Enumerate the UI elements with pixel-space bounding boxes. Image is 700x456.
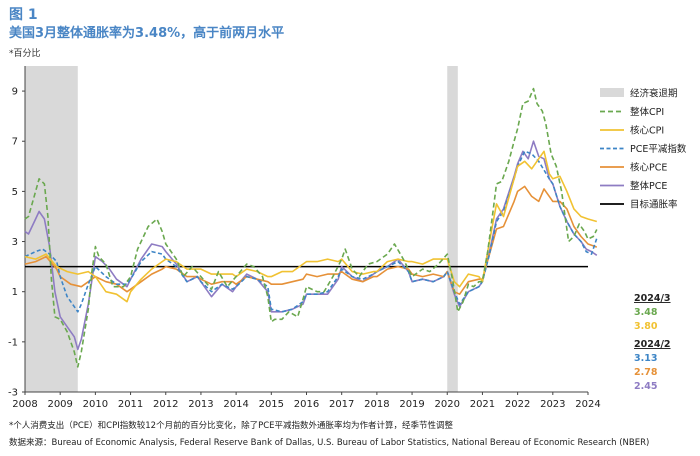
series-line-1 xyxy=(24,87,598,368)
series-line-5 xyxy=(24,140,598,351)
unit-label: *百分比 xyxy=(9,49,41,59)
value-label: 2.45 xyxy=(634,381,657,392)
series-line-2 xyxy=(24,150,598,303)
legend-label: PCE平减指数 xyxy=(630,143,687,155)
x-tick-label: 2014 xyxy=(223,399,248,410)
chart-title: 美国3月整体通胀率为3.48%，高于前两月水平 xyxy=(9,26,285,41)
y-tick-label: -3 xyxy=(8,388,18,399)
value-label: 3.48 xyxy=(634,307,658,318)
value-label: 3.80 xyxy=(634,321,658,332)
x-tick-label: 2010 xyxy=(83,399,108,410)
x-tick-label: 2024 xyxy=(575,399,600,410)
x-tick-label: 2009 xyxy=(47,399,72,410)
x-tick-label: 2008 xyxy=(12,399,37,410)
recession-band-1 xyxy=(25,66,78,392)
legend-label: 目标通胀率 xyxy=(630,199,678,211)
legend-label: 整体PCE xyxy=(630,180,667,192)
y-tick-label: 7 xyxy=(12,137,18,148)
y-tick-label: 9 xyxy=(12,87,18,98)
latest-values: 2024/3 3.48 3.80 2024/2 3.13 2.78 2.45 xyxy=(634,293,671,392)
y-tick-label: 3 xyxy=(12,237,18,248)
data-source: 数据来源：Bureau of Economic Analysis, Federa… xyxy=(9,438,650,448)
x-tick-label: 2013 xyxy=(188,399,213,410)
x-tick-label: 2016 xyxy=(294,399,319,410)
legend-label: 核心CPI xyxy=(630,125,664,137)
x-tick-label: 2011 xyxy=(118,399,143,410)
figure-label: 图 1 xyxy=(9,7,38,23)
x-tick-label: 2017 xyxy=(329,399,354,410)
value-group-label: 2024/2 xyxy=(634,339,671,350)
axes: -3 -1 1 3 5 7 9 2008 2009 2010 2011 2012 2013 2014 201… xyxy=(8,66,601,410)
value-label: 2.78 xyxy=(634,367,658,378)
series-lines xyxy=(24,87,598,368)
series-line-3 xyxy=(24,150,598,313)
inflation-line-chart: -3 -1 1 3 5 7 9 2008 2009 2010 2011 2012 2013 2014 201… xyxy=(8,66,687,410)
y-tick-label: 1 xyxy=(12,287,18,298)
recession-band-2 xyxy=(447,66,458,392)
x-tick-label: 2022 xyxy=(505,399,530,410)
recession-shading xyxy=(25,66,458,392)
x-tick-label: 2023 xyxy=(540,399,565,410)
x-tick-label: 2015 xyxy=(259,399,284,410)
series-line-4 xyxy=(24,185,598,295)
legend-swatch-recession xyxy=(600,88,624,97)
legend-label: 经济衰退期 xyxy=(630,88,678,100)
legend-label: 核心PCE xyxy=(630,162,667,174)
legend-label: 整体CPI xyxy=(630,106,664,118)
value-label: 3.13 xyxy=(634,353,657,364)
footnote: *个人消费支出（PCE）和CPI指数较12个月前的百分比变化，除了PCE平减指数… xyxy=(9,421,454,431)
value-group-label: 2024/3 xyxy=(634,293,671,304)
x-tick-label: 2020 xyxy=(435,399,460,410)
y-tick-label: -1 xyxy=(8,337,18,348)
x-tick-label: 2021 xyxy=(470,399,495,410)
x-tick-label: 2012 xyxy=(153,399,178,410)
x-tick-label: 2018 xyxy=(364,399,389,410)
y-tick-label: 5 xyxy=(12,187,18,198)
x-tick-label: 2019 xyxy=(399,399,424,410)
